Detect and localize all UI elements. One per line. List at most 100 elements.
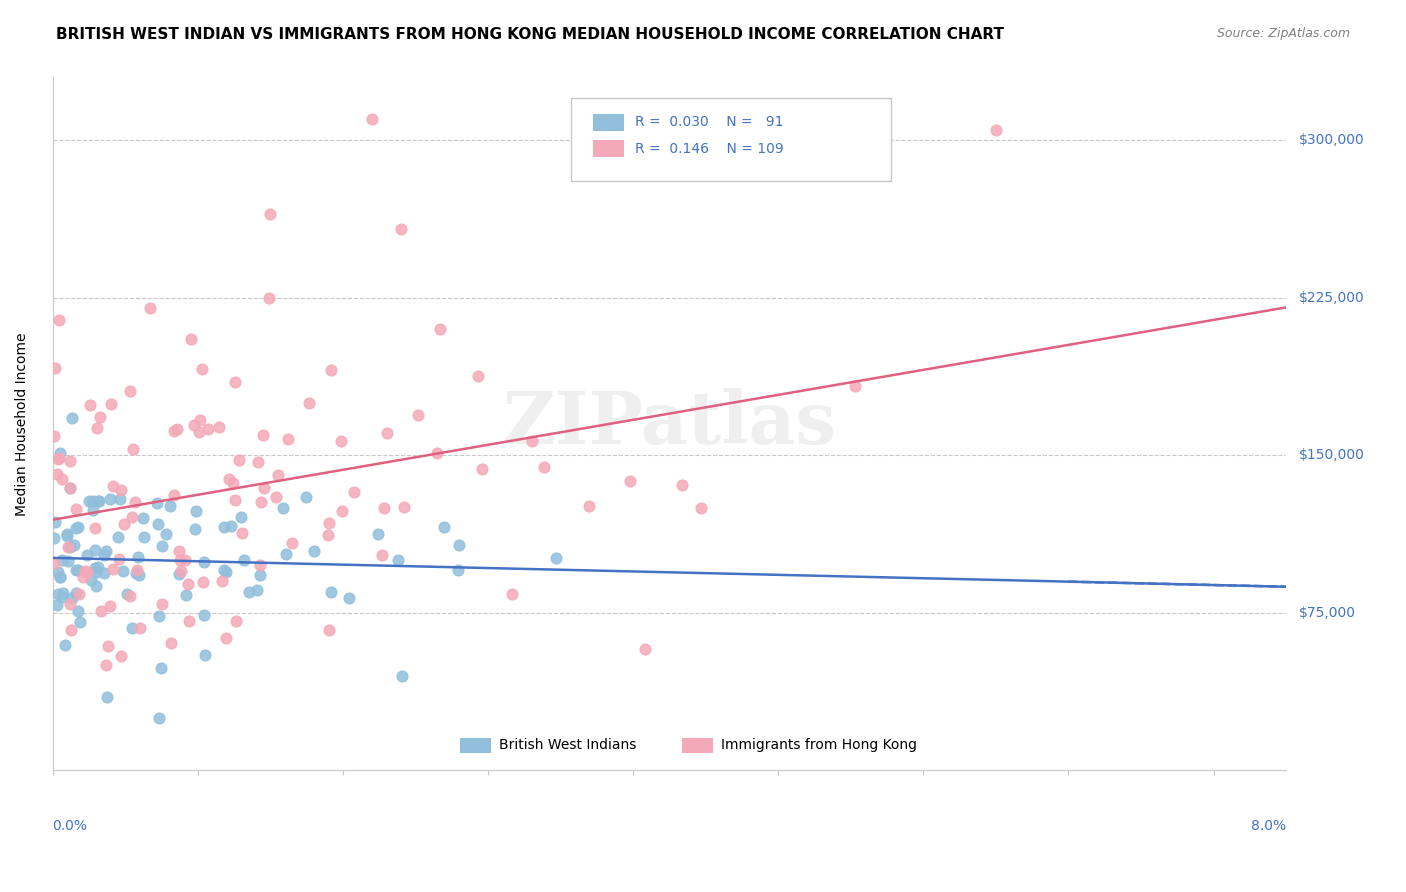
British West Indians <box>148 609 170 624</box>
Immigrants from Hong Kong <box>533 460 555 475</box>
Immigrants from Hong Kong <box>392 500 415 515</box>
Immigrants from Hong Kong <box>183 418 205 433</box>
Immigrants from Hong Kong <box>197 422 219 436</box>
Immigrants from Hong Kong <box>690 500 713 515</box>
British West Indians <box>46 566 69 580</box>
Immigrants from Hong Kong <box>253 481 276 495</box>
FancyBboxPatch shape <box>593 140 624 157</box>
Text: R =  0.146    N = 109: R = 0.146 N = 109 <box>636 142 783 156</box>
Immigrants from Hong Kong <box>218 472 240 486</box>
Text: British West Indians: British West Indians <box>499 739 637 752</box>
Immigrants from Hong Kong <box>520 434 543 449</box>
Immigrants from Hong Kong <box>48 313 70 327</box>
British West Indians <box>121 621 143 635</box>
British West Indians <box>233 553 256 567</box>
Immigrants from Hong Kong <box>97 640 120 654</box>
British West Indians <box>63 538 86 552</box>
Immigrants from Hong Kong <box>46 451 69 466</box>
Immigrants from Hong Kong <box>100 396 122 410</box>
British West Indians <box>65 585 87 599</box>
British West Indians <box>273 501 295 516</box>
British West Indians <box>84 566 107 580</box>
Immigrants from Hong Kong <box>467 369 489 384</box>
Immigrants from Hong Kong <box>330 434 353 448</box>
Immigrants from Hong Kong <box>177 576 200 591</box>
British West Indians <box>83 542 105 557</box>
Text: Immigrants from Hong Kong: Immigrants from Hong Kong <box>721 739 917 752</box>
Immigrants from Hong Kong <box>170 564 193 578</box>
British West Indians <box>148 517 170 532</box>
Immigrants from Hong Kong <box>173 552 195 566</box>
British West Indians <box>96 690 118 704</box>
Immigrants from Hong Kong <box>501 587 523 601</box>
Immigrants from Hong Kong <box>259 207 281 221</box>
Immigrants from Hong Kong <box>167 544 190 558</box>
British West Indians <box>132 511 155 525</box>
Immigrants from Hong Kong <box>277 433 299 447</box>
British West Indians <box>193 555 215 569</box>
Immigrants from Hong Kong <box>59 598 82 612</box>
British West Indians <box>46 587 69 601</box>
Immigrants from Hong Kong <box>180 332 202 346</box>
Immigrants from Hong Kong <box>231 525 253 540</box>
British West Indians <box>544 550 567 565</box>
British West Indians <box>93 566 115 581</box>
British West Indians <box>83 560 105 574</box>
British West Indians <box>87 493 110 508</box>
Immigrants from Hong Kong <box>187 425 209 439</box>
British West Indians <box>337 591 360 605</box>
Immigrants from Hong Kong <box>65 502 87 516</box>
Immigrants from Hong Kong <box>124 495 146 509</box>
British West Indians <box>115 587 138 601</box>
Immigrants from Hong Kong <box>101 562 124 576</box>
British West Indians <box>56 553 79 567</box>
British West Indians <box>128 568 150 582</box>
Immigrants from Hong Kong <box>177 614 200 628</box>
British West Indians <box>159 499 181 513</box>
Text: 0.0%: 0.0% <box>52 819 87 833</box>
Immigrants from Hong Kong <box>634 642 657 657</box>
FancyBboxPatch shape <box>460 738 491 753</box>
British West Indians <box>176 588 198 602</box>
Immigrants from Hong Kong <box>84 521 107 535</box>
British West Indians <box>59 540 82 554</box>
British West Indians <box>193 608 215 623</box>
Text: $300,000: $300,000 <box>1299 134 1364 147</box>
British West Indians <box>94 544 117 558</box>
Immigrants from Hong Kong <box>371 549 394 563</box>
British West Indians <box>60 411 83 425</box>
Immigrants from Hong Kong <box>76 565 98 579</box>
British West Indians <box>148 711 170 725</box>
Immigrants from Hong Kong <box>578 500 600 514</box>
Immigrants from Hong Kong <box>215 631 238 645</box>
Immigrants from Hong Kong <box>98 599 121 613</box>
FancyBboxPatch shape <box>682 738 713 753</box>
Immigrants from Hong Kong <box>59 453 82 467</box>
Immigrants from Hong Kong <box>222 476 245 491</box>
Immigrants from Hong Kong <box>191 575 214 590</box>
British West Indians <box>214 520 236 534</box>
Immigrants from Hong Kong <box>280 535 302 549</box>
Immigrants from Hong Kong <box>108 552 131 566</box>
British West Indians <box>56 529 79 543</box>
British West Indians <box>66 520 89 534</box>
British West Indians <box>150 661 173 675</box>
Immigrants from Hong Kong <box>208 419 231 434</box>
Immigrants from Hong Kong <box>127 562 149 576</box>
British West Indians <box>65 563 87 577</box>
Immigrants from Hong Kong <box>671 478 693 492</box>
Immigrants from Hong Kong <box>267 467 290 482</box>
British West Indians <box>246 582 269 597</box>
British West Indians <box>98 492 121 507</box>
Immigrants from Hong Kong <box>166 422 188 436</box>
Immigrants from Hong Kong <box>44 429 66 443</box>
British West Indians <box>127 550 149 565</box>
Immigrants from Hong Kong <box>128 621 150 635</box>
Immigrants from Hong Kong <box>44 361 66 376</box>
British West Indians <box>89 494 111 508</box>
Immigrants from Hong Kong <box>224 492 246 507</box>
British West Indians <box>219 518 242 533</box>
Immigrants from Hong Kong <box>163 424 186 438</box>
British West Indians <box>82 494 104 508</box>
British West Indians <box>52 585 75 599</box>
